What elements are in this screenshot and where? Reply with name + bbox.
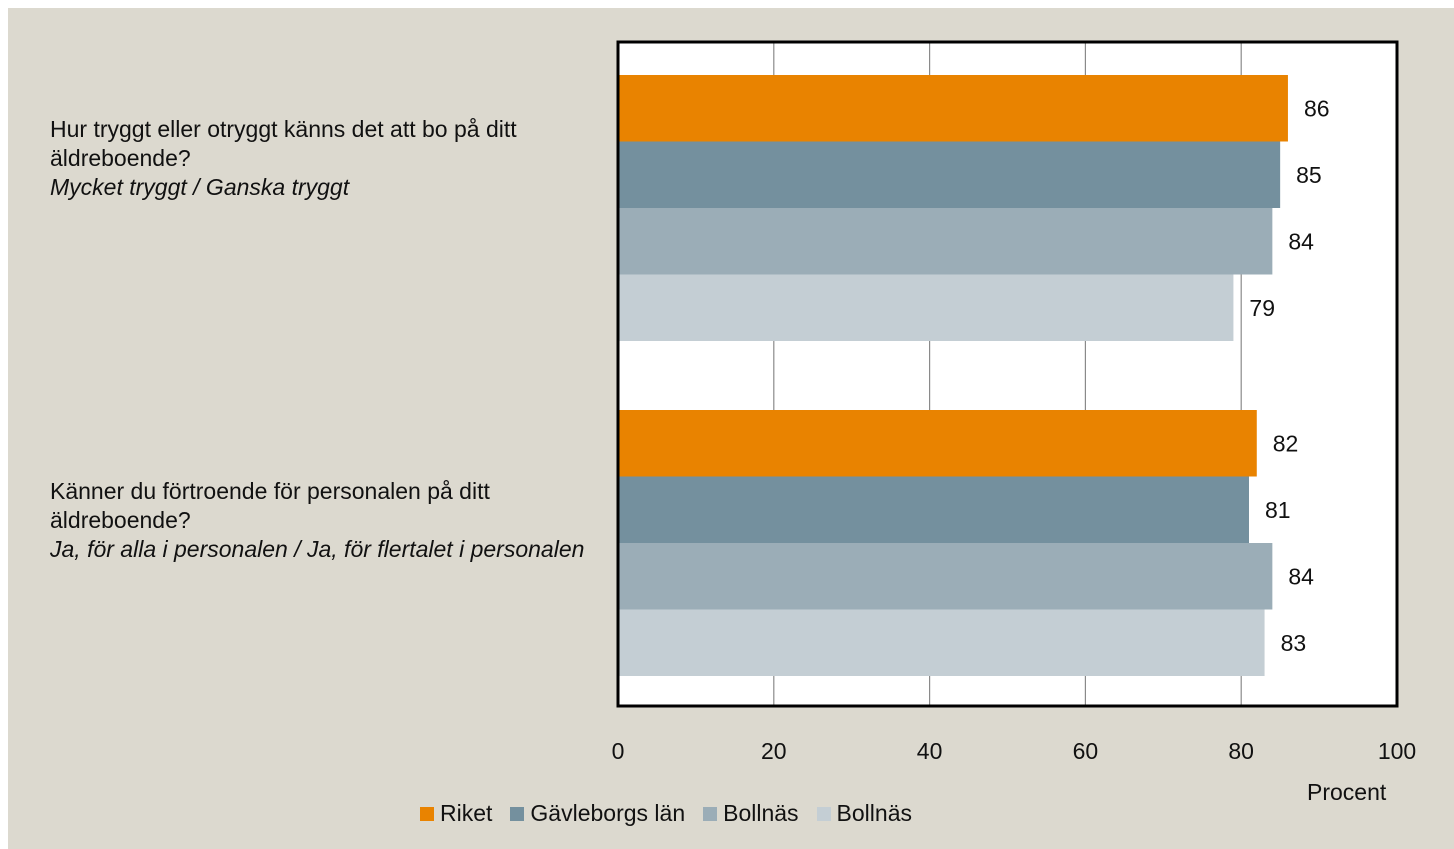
legend-swatch [816, 806, 831, 821]
data-label: 79 [1249, 295, 1275, 321]
legend-item-3: Bollnäs [816, 800, 912, 827]
bar [618, 410, 1257, 477]
data-label: 83 [1281, 630, 1307, 656]
bar [618, 75, 1288, 142]
x-axis-label: Procent [1307, 779, 1387, 805]
bar [618, 208, 1273, 275]
category-label-1: Känner du förtroende för personalen på d… [50, 477, 610, 564]
bar [618, 609, 1265, 676]
legend: Riket Gävleborgs län Bollnäs Bollnäs [420, 800, 930, 827]
question-text: Hur tryggt eller otryggt känns det att b… [50, 116, 517, 171]
x-tick-label: 20 [761, 738, 787, 764]
legend-swatch [703, 806, 718, 821]
x-tick-label: 60 [1073, 738, 1099, 764]
answer-text: Ja, för alla i personalen / Ja, för fler… [50, 536, 585, 562]
x-tick-label: 100 [1378, 738, 1416, 764]
data-label: 84 [1288, 228, 1314, 254]
bar [618, 141, 1281, 208]
legend-swatch [510, 806, 525, 821]
plot-frame [616, 40, 1399, 708]
x-tick-label: 40 [917, 738, 943, 764]
data-label: 84 [1288, 563, 1314, 589]
bar [618, 274, 1234, 341]
legend-item-1: Gävleborgs län [510, 800, 685, 827]
answer-text: Mycket tryggt / Ganska tryggt [50, 174, 350, 200]
question-text: Känner du förtroende för personalen på d… [50, 478, 490, 533]
legend-label: Bollnäs [723, 800, 799, 826]
bar [618, 543, 1273, 610]
legend-item-2: Bollnäs [703, 800, 799, 827]
data-label: 86 [1304, 95, 1330, 121]
data-label: 82 [1273, 430, 1299, 456]
x-tick-label: 0 [612, 738, 625, 764]
x-tick-label: 80 [1228, 738, 1254, 764]
legend-swatch [420, 806, 434, 821]
legend-label: Gävleborgs län [530, 800, 686, 826]
data-label: 85 [1296, 162, 1322, 188]
legend-label: Riket [440, 800, 493, 826]
bar [618, 476, 1249, 543]
legend-label: Bollnäs [836, 800, 912, 826]
category-label-0: Hur tryggt eller otryggt känns det att b… [50, 115, 610, 202]
data-label: 81 [1265, 497, 1291, 523]
legend-item-0: Riket [420, 800, 492, 827]
